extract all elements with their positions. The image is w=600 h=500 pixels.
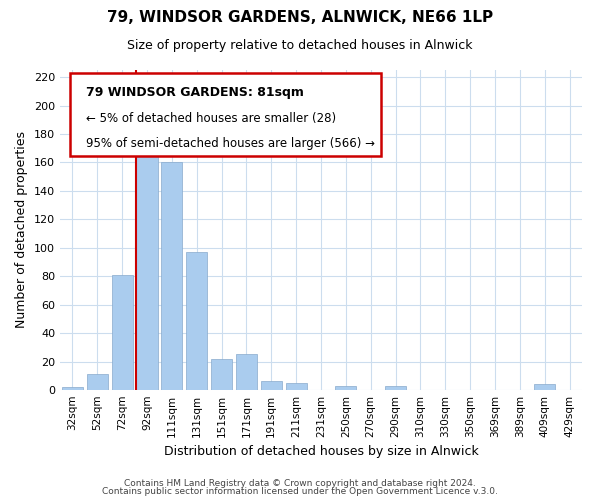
Bar: [286, 383, 307, 390]
Text: Size of property relative to detached houses in Alnwick: Size of property relative to detached ho…: [127, 40, 473, 52]
Bar: [335, 386, 356, 390]
Bar: [136, 146, 158, 390]
Bar: [62, 387, 83, 390]
Text: 79 WINDSOR GARDENS: 81sqm: 79 WINDSOR GARDENS: 81sqm: [86, 86, 304, 99]
Bar: [534, 384, 555, 390]
Bar: [161, 162, 182, 390]
Text: Contains HM Land Registry data © Crown copyright and database right 2024.: Contains HM Land Registry data © Crown c…: [124, 478, 476, 488]
Bar: [211, 358, 232, 390]
FancyBboxPatch shape: [70, 73, 381, 156]
Bar: [87, 374, 108, 390]
Bar: [261, 382, 282, 390]
Text: 95% of semi-detached houses are larger (566) →: 95% of semi-detached houses are larger (…: [86, 137, 375, 150]
Bar: [236, 354, 257, 390]
Bar: [112, 275, 133, 390]
Text: 79, WINDSOR GARDENS, ALNWICK, NE66 1LP: 79, WINDSOR GARDENS, ALNWICK, NE66 1LP: [107, 10, 493, 25]
X-axis label: Distribution of detached houses by size in Alnwick: Distribution of detached houses by size …: [164, 446, 478, 458]
Text: Contains public sector information licensed under the Open Government Licence v.: Contains public sector information licen…: [102, 487, 498, 496]
Text: ← 5% of detached houses are smaller (28): ← 5% of detached houses are smaller (28): [86, 112, 336, 124]
Bar: [385, 386, 406, 390]
Y-axis label: Number of detached properties: Number of detached properties: [16, 132, 28, 328]
Bar: [186, 252, 207, 390]
